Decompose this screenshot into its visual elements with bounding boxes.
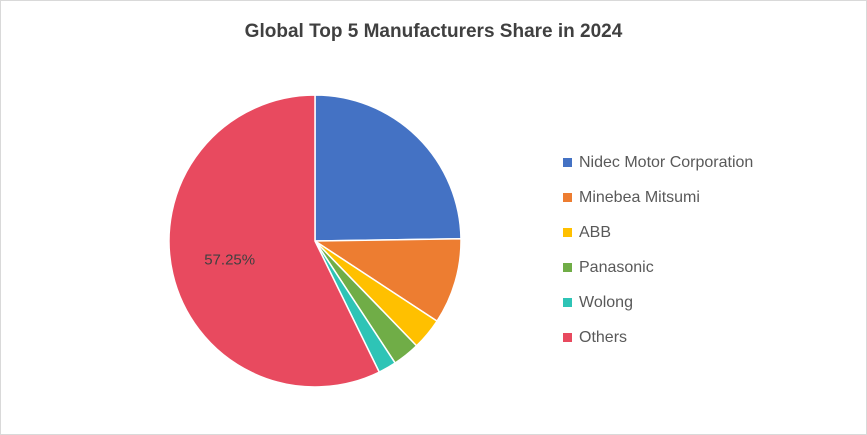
data-label-others: 57.25% — [204, 252, 255, 269]
legend-swatch — [563, 298, 572, 307]
legend-item-others: Others — [563, 320, 753, 355]
chart-title: Global Top 5 Manufacturers Share in 2024 — [244, 21, 623, 42]
legend-label: Wolong — [579, 293, 633, 311]
legend-swatch — [563, 333, 572, 342]
legend-swatch — [563, 158, 572, 167]
legend-label: Others — [579, 328, 628, 346]
legend-swatch — [563, 228, 572, 237]
legend-item-nidec-motor-corporation: Nidec Motor Corporation — [563, 145, 753, 180]
pie-slice-minebea-mitsumi — [314, 237, 462, 322]
legend-label: Panasonic — [579, 258, 654, 276]
pie-slice-nidec-motor-corporation — [314, 94, 462, 242]
legend-item-panasonic: Panasonic — [563, 250, 753, 285]
legend-swatch — [563, 193, 572, 202]
legend-item-minebea-mitsumi: Minebea Mitsumi — [563, 180, 753, 215]
legend-label: ABB — [579, 223, 612, 241]
chart-legend: Nidec Motor Corporation Minebea Mitsumi AB… — [563, 145, 753, 355]
pie-slice-others — [168, 94, 380, 388]
legend-swatch — [563, 263, 572, 272]
legend-label: Nidec Motor Corporation — [579, 153, 754, 171]
legend-item-abb: ABB — [563, 215, 753, 250]
legend-label: Minebea Mitsumi — [579, 188, 700, 206]
legend-item-wolong: Wolong — [563, 285, 753, 320]
